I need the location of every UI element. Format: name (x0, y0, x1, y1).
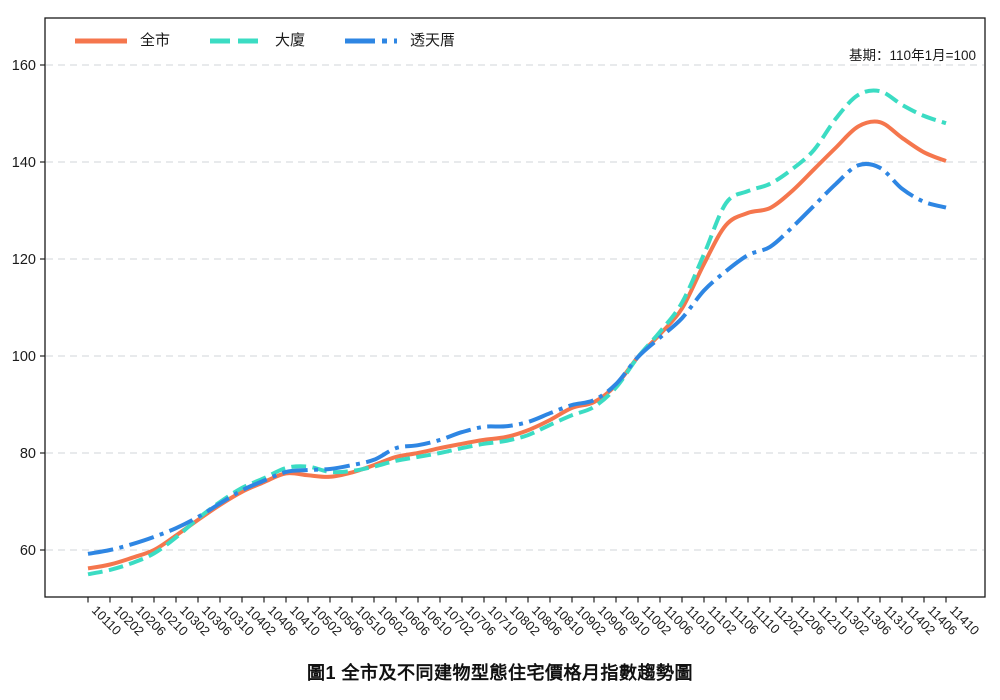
y-tick-label-100: 100 (12, 349, 36, 365)
y-tick-label-140: 140 (12, 155, 36, 171)
y-tick-label-60: 60 (20, 543, 36, 559)
series-line-citywide (87, 119, 947, 571)
legend-item-townhouse: 透天厝 (343, 33, 455, 48)
legend-line-swatch-citywide (75, 38, 127, 43)
legend-line-swatch-townhouse (345, 38, 398, 43)
series-line-townhouse (87, 161, 947, 556)
legend-line-swatch-apartment-building (210, 38, 263, 43)
legend-item-apartment-building: 大廈 (208, 33, 305, 48)
figure-caption: 圖1 全市及不同建物型態住宅價格月指數趨勢圖 (306, 663, 693, 683)
y-tick-label-120: 120 (12, 252, 36, 268)
legend-label-apartment-building: 大廈 (275, 32, 306, 49)
chart-legend: 全市 大廈 透天厝 (73, 33, 493, 48)
y-tick-label-80: 80 (20, 446, 36, 462)
base-period-annotation: 基期：110年1月=100 (849, 48, 976, 63)
y-tick-label-160: 160 (12, 58, 36, 74)
plot-frame (44, 17, 986, 598)
legend-label-townhouse: 透天厝 (410, 32, 456, 49)
series-line-apartment-building (87, 88, 947, 577)
legend-label-citywide: 全市 (140, 32, 171, 49)
legend-item-citywide: 全市 (73, 33, 170, 48)
